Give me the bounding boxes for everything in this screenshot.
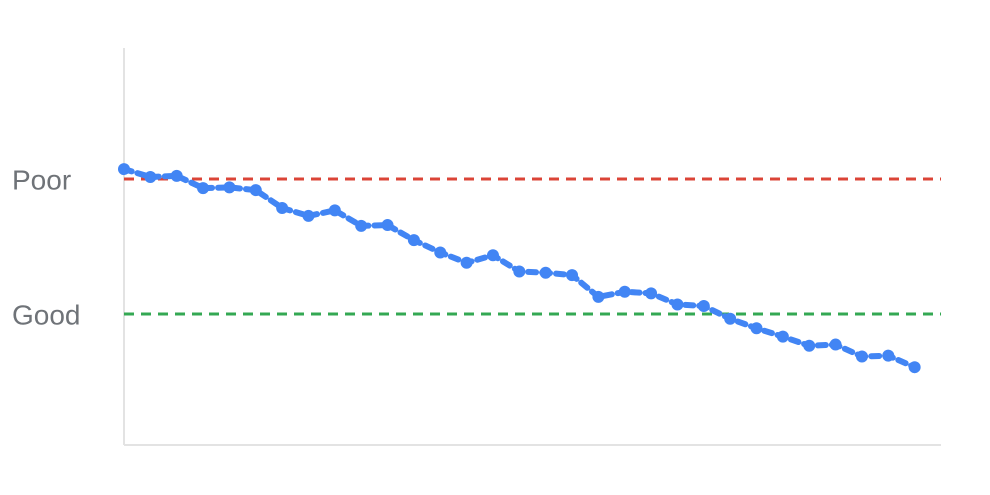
series-points	[118, 163, 921, 374]
data-point-18	[566, 269, 579, 282]
data-point-27	[803, 339, 816, 352]
threshold-good: Good	[12, 299, 941, 330]
axes	[123, 48, 941, 446]
data-point-25	[750, 322, 763, 335]
data-point-2	[144, 171, 157, 184]
data-point-1	[118, 163, 130, 176]
threshold-label-poor: Poor	[12, 164, 71, 195]
data-point-7	[276, 201, 289, 214]
data-point-28	[829, 338, 842, 351]
threshold-label-good: Good	[12, 299, 81, 330]
data-point-26	[776, 330, 789, 343]
data-point-17	[539, 266, 552, 279]
data-point-15	[486, 249, 499, 262]
data-point-10	[355, 219, 368, 232]
data-point-21	[645, 287, 658, 300]
data-point-8	[302, 209, 315, 222]
data-point-11	[381, 219, 394, 232]
data-point-6	[249, 184, 262, 197]
data-point-23	[697, 300, 710, 313]
data-point-22	[671, 298, 684, 311]
data-point-9	[328, 204, 341, 217]
data-point-13	[434, 246, 447, 259]
data-point-30	[882, 349, 895, 362]
data-point-19	[592, 290, 605, 303]
data-point-4	[197, 182, 210, 195]
data-point-24	[724, 312, 737, 325]
data-point-3	[170, 169, 183, 182]
data-point-14	[460, 256, 473, 269]
data-point-12	[407, 234, 420, 247]
data-point-16	[513, 265, 526, 278]
data-point-29	[855, 350, 868, 363]
data-point-31	[908, 361, 921, 374]
data-point-5	[223, 181, 236, 194]
data-point-20	[618, 285, 631, 298]
threshold-poor: Poor	[12, 164, 941, 195]
